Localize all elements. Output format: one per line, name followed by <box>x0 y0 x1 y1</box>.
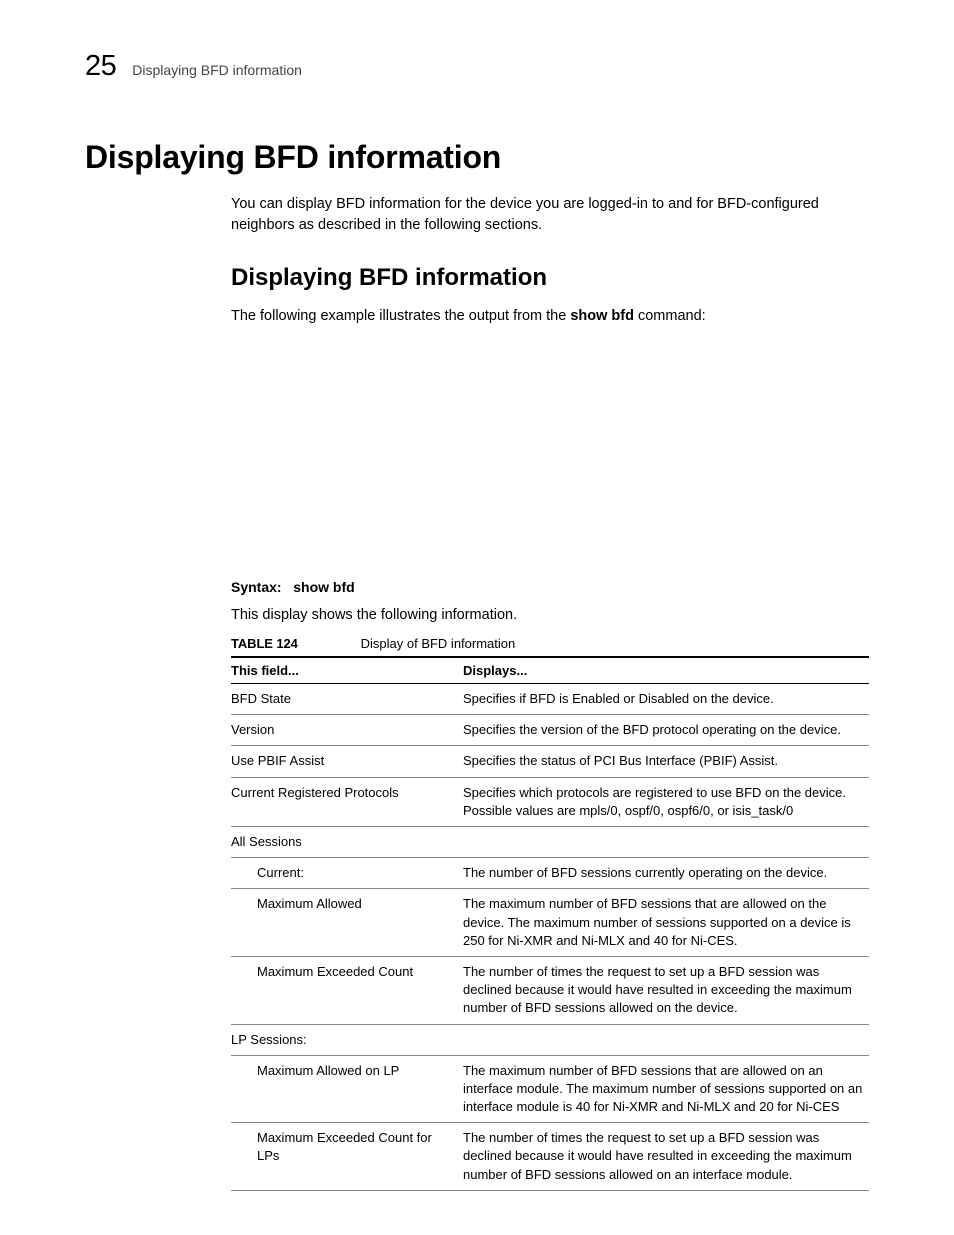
table-row: Version Specifies the version of the BFD … <box>231 715 869 746</box>
intro-paragraph: You can display BFD information for the … <box>231 194 869 236</box>
table-row: Maximum Exceeded Count The number of time… <box>231 956 869 1024</box>
table-row: LP Sessions: <box>231 1024 869 1055</box>
lead-text-post: command: <box>634 308 706 324</box>
table-row: Maximum Exceeded Count for LPsThe number… <box>231 1123 869 1191</box>
table-row: Use PBIF Assist Specifies the status of P… <box>231 746 869 777</box>
table-cell-desc: The number of times the request to set u… <box>463 1123 869 1191</box>
table-cell-desc <box>463 827 869 858</box>
table-caption: TABLE 124 Display of BFD information <box>231 636 869 651</box>
field-label: All Sessions <box>231 834 302 849</box>
info-table: This field... Displays... BFD State Speci… <box>231 656 869 1191</box>
table-cell-desc: The maximum number of BFD sessions that … <box>463 1055 869 1123</box>
table-cell-field: Maximum Exceeded Count <box>231 956 463 1024</box>
table-label: TABLE 124 <box>231 636 357 651</box>
lead-text-pre: The following example illustrates the ou… <box>231 308 570 324</box>
table-cell-field: Current Registered Protocols <box>231 777 463 826</box>
table-cell-field: Version <box>231 715 463 746</box>
field-label: Maximum Exceeded Count <box>231 963 413 981</box>
subsection-title: Displaying BFD information <box>231 264 869 292</box>
table-caption-text: Display of BFD information <box>361 636 516 651</box>
field-label: Current Registered Protocols <box>231 785 399 800</box>
table-cell-field: LP Sessions: <box>231 1024 463 1055</box>
table-cell-desc: Specifies the status of PCI Bus Interfac… <box>463 746 869 777</box>
table-row: Current: The number of BFD sessions curre… <box>231 858 869 889</box>
field-label: BFD State <box>231 691 291 706</box>
table-cell-field: BFD State <box>231 684 463 715</box>
syntax-label: Syntax: <box>231 579 282 595</box>
table-header-field: This field... <box>231 657 463 684</box>
table-cell-field: All Sessions <box>231 827 463 858</box>
table-cell-desc: Specifies which protocols are registered… <box>463 777 869 826</box>
table-cell-desc <box>463 1024 869 1055</box>
table-row: Maximum Allowed The maximum number of BFD… <box>231 889 869 957</box>
table-row: All Sessions <box>231 827 869 858</box>
body: You can display BFD information for the … <box>231 194 869 1191</box>
table-header-row: This field... Displays... <box>231 657 869 684</box>
table-row: Maximum Allowed on LP The maximum number … <box>231 1055 869 1123</box>
field-label: Maximum Allowed on LP <box>231 1062 399 1080</box>
table-cell-desc: Specifies if BFD is Enabled or Disabled … <box>463 684 869 715</box>
table-row: Current Registered Protocols Specifies wh… <box>231 777 869 826</box>
subsection-lead: The following example illustrates the ou… <box>231 306 869 327</box>
table-cell-desc: The number of times the request to set u… <box>463 956 869 1024</box>
table-cell-field: Maximum Allowed on LP <box>231 1055 463 1123</box>
table-header-displays: Displays... <box>463 657 869 684</box>
field-label: Use PBIF Assist <box>231 753 324 768</box>
table-cell-field: Current: <box>231 858 463 889</box>
table-cell-desc: The number of BFD sessions currently ope… <box>463 858 869 889</box>
table-cell-field: Use PBIF Assist <box>231 746 463 777</box>
running-header: 25 Displaying BFD information <box>85 50 869 83</box>
table-cell-desc: The maximum number of BFD sessions that … <box>463 889 869 957</box>
table-cell-field: Maximum Exceeded Count for LPs <box>231 1123 463 1191</box>
page: 25 Displaying BFD information Displaying… <box>0 0 954 1235</box>
field-label: Maximum Exceeded Count for LPs <box>231 1129 457 1165</box>
page-title: Displaying BFD information <box>85 139 869 176</box>
chapter-number: 25 <box>85 50 116 83</box>
table-cell-desc: Specifies the version of the BFD protoco… <box>463 715 869 746</box>
field-label: Maximum Allowed <box>231 895 362 913</box>
table-cell-field: Maximum Allowed <box>231 889 463 957</box>
table-preface: This display shows the following informa… <box>231 605 869 626</box>
table-row: BFD State Specifies if BFD is Enabled or … <box>231 684 869 715</box>
example-output-placeholder <box>231 355 869 565</box>
syntax-line: Syntax: show bfd <box>231 579 869 595</box>
field-label: Current: <box>231 864 304 882</box>
chapter-title: Displaying BFD information <box>132 62 302 78</box>
field-label: LP Sessions: <box>231 1032 307 1047</box>
lead-command: show bfd <box>570 308 634 324</box>
field-label: Version <box>231 722 274 737</box>
syntax-command: show bfd <box>293 579 354 595</box>
